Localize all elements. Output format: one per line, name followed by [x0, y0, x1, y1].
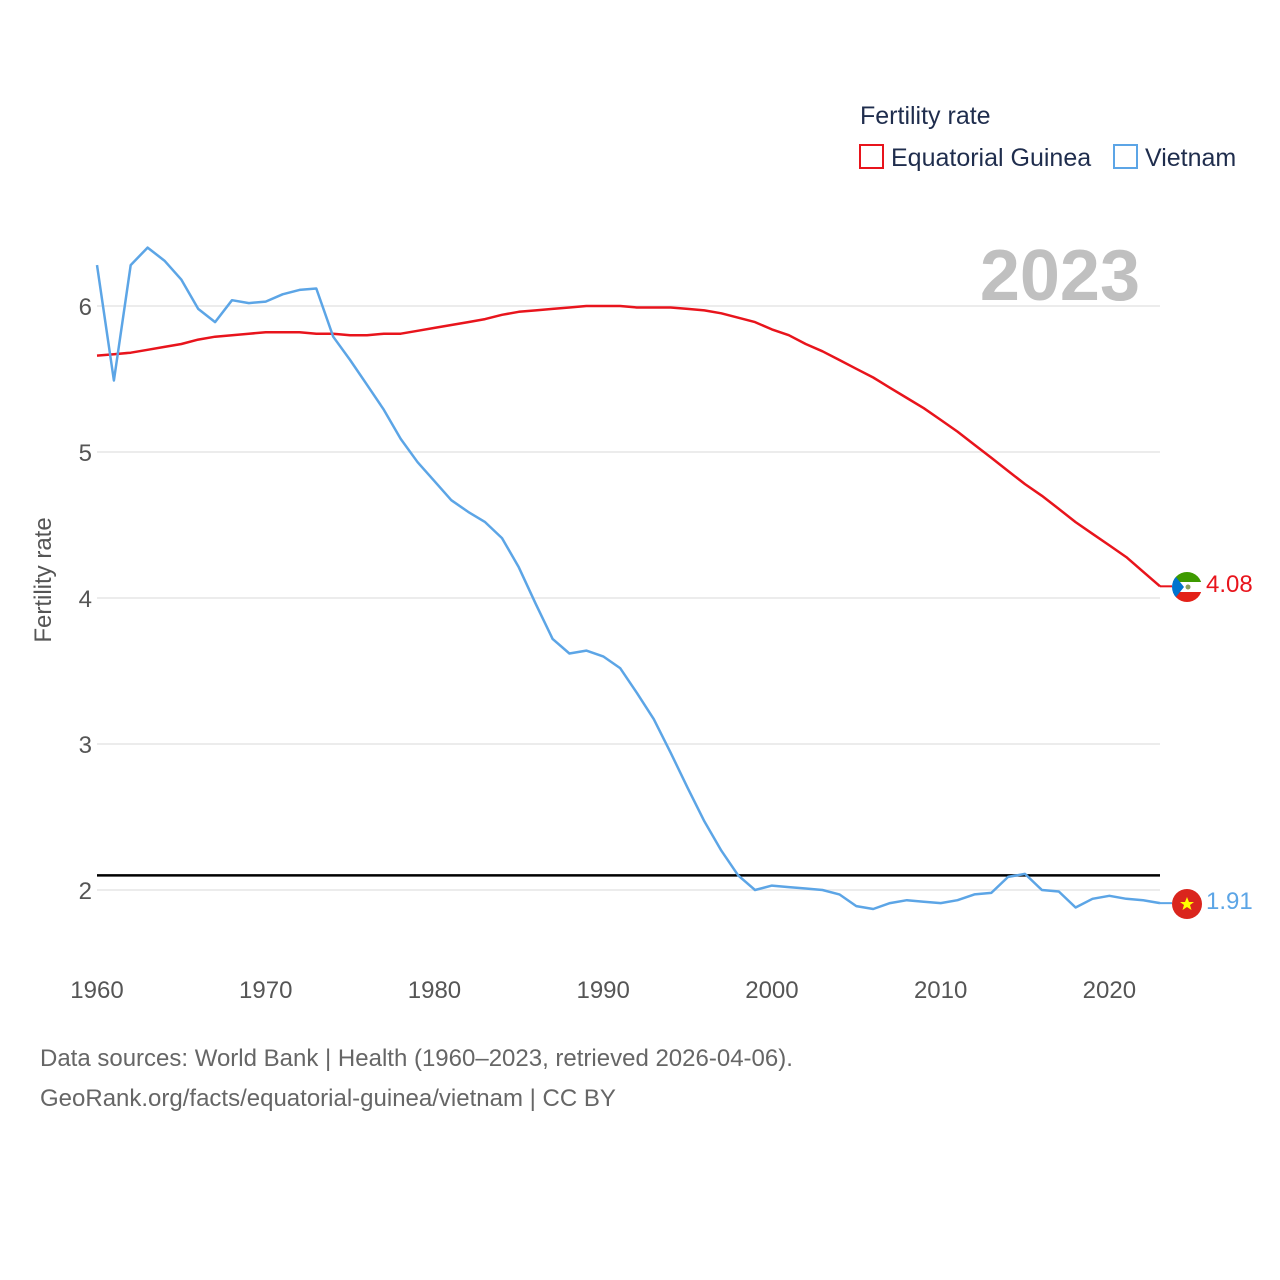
- end-value-equatorial-guinea: 4.08: [1206, 571, 1253, 598]
- gridlines: [97, 305, 1160, 891]
- y-tick-label: 4: [79, 586, 92, 613]
- y-axis: 2 3 4 5 6: [79, 294, 92, 905]
- series-lines: [95, 246, 1172, 911]
- x-tick-label: 2000: [745, 977, 798, 1004]
- legend-swatch-equatorial-guinea[interactable]: [859, 144, 884, 169]
- legend-swatch-vietnam[interactable]: [1113, 144, 1138, 169]
- source-line-1: Data sources: World Bank | Health (1960–…: [40, 1045, 793, 1072]
- x-tick-label: 1980: [408, 977, 461, 1004]
- flag-vietnam-icon: [1172, 889, 1202, 919]
- y-tick-label: 6: [79, 294, 92, 321]
- x-tick-label: 1970: [239, 977, 292, 1004]
- x-tick-label: 1990: [576, 977, 629, 1004]
- y-tick-label: 5: [79, 440, 92, 467]
- series-line-vietnam[interactable]: [95, 246, 1161, 911]
- flag-equatorial-guinea-icon: [1172, 572, 1202, 602]
- y-tick-label: 2: [79, 878, 92, 905]
- x-axis: 1960 1970 1980 1990 2000 2010 2020: [70, 977, 1136, 1004]
- source-line-2[interactable]: GeoRank.org/facts/equatorial-guinea/viet…: [40, 1085, 616, 1112]
- x-tick-label: 1960: [70, 977, 123, 1004]
- legend-title: Fertility rate: [860, 102, 991, 130]
- series-line-equatorial-guinea[interactable]: [96, 304, 1161, 588]
- year-stamp: 2023: [980, 236, 1140, 316]
- y-tick-label: 3: [79, 732, 92, 759]
- legend-label-vietnam[interactable]: Vietnam: [1145, 144, 1236, 172]
- x-tick-label: 2020: [1083, 977, 1136, 1004]
- legend: Fertility rate Equatorial Guinea Vietnam: [859, 102, 1236, 172]
- y-axis-label: Fertility rate: [30, 517, 57, 642]
- end-value-vietnam: 1.91: [1206, 888, 1253, 915]
- x-tick-label: 2010: [914, 977, 967, 1004]
- legend-label-equatorial-guinea[interactable]: Equatorial Guinea: [891, 144, 1091, 172]
